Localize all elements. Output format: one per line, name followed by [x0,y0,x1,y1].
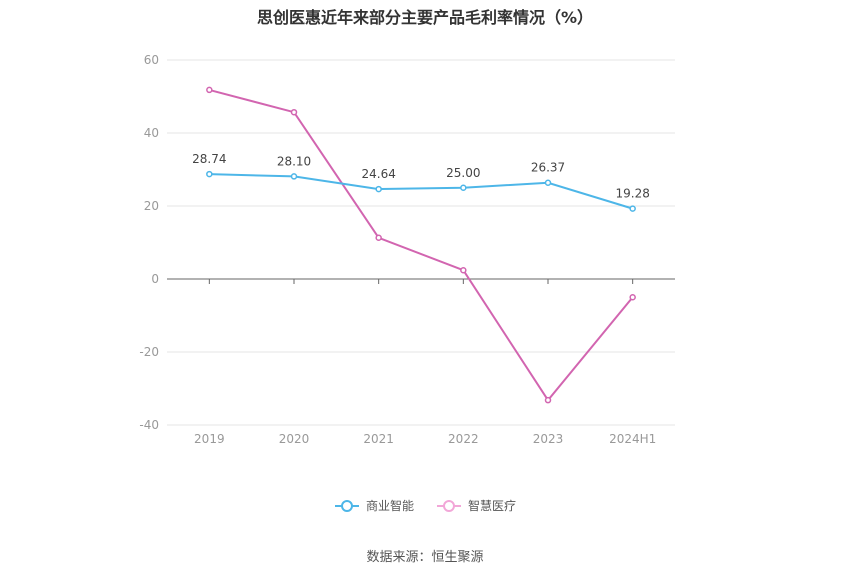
data-point [629,205,636,212]
chart-title: 思创医惠近年来部分主要产品毛利率情况（%） [256,8,594,27]
data-point [290,108,298,116]
x-tick-label: 2019 [194,432,225,446]
legend: 商业智能 智慧医疗 [0,497,850,514]
data-point [460,184,467,191]
y-tick-label: 20 [144,199,159,213]
data-point [544,396,552,404]
data-point [460,266,467,274]
x-tick-label: 2023 [533,432,564,446]
data-point [375,185,382,193]
y-tick-label: 40 [144,126,159,140]
data-label: 19.28 [615,187,649,201]
data-point [290,173,298,180]
series-line-0 [209,173,633,210]
legend-label: 智慧医疗 [468,499,517,513]
data-label: 25.00 [446,166,480,180]
data-label: 28.74 [192,152,226,166]
y-tick-label: 60 [144,53,159,67]
data-label: 28.10 [277,154,311,168]
y-tick-label: 0 [151,272,159,286]
line-chart: -40 -20 0 20 40 60 2019 2020 2021 2022 2023 2024H1 2… [139,53,675,446]
source-note: 数据来源：恒生聚源 [366,550,484,565]
series-line-1 [209,88,634,402]
legend-item-business[interactable]: 商业智能 [334,497,414,514]
x-tick-label: 2020 [279,432,310,446]
data-label: 24.64 [361,167,395,181]
data-point [629,294,636,301]
data-label: 26.37 [531,161,565,175]
legend-label: 商业智能 [365,499,414,513]
data-point [206,170,213,178]
y-tick-label: -20 [139,345,159,359]
data-point [206,86,213,94]
legend-marker-icon [437,499,461,512]
data-point [544,179,552,186]
data-point [375,234,382,242]
x-tick-label: 2024H1 [609,432,656,446]
x-tick-label: 2021 [363,432,394,446]
y-tick-label: -40 [139,418,159,432]
legend-marker-icon [334,499,359,512]
x-tick-label: 2022 [448,432,479,446]
legend-item-medical[interactable]: 智慧医疗 [436,497,516,514]
